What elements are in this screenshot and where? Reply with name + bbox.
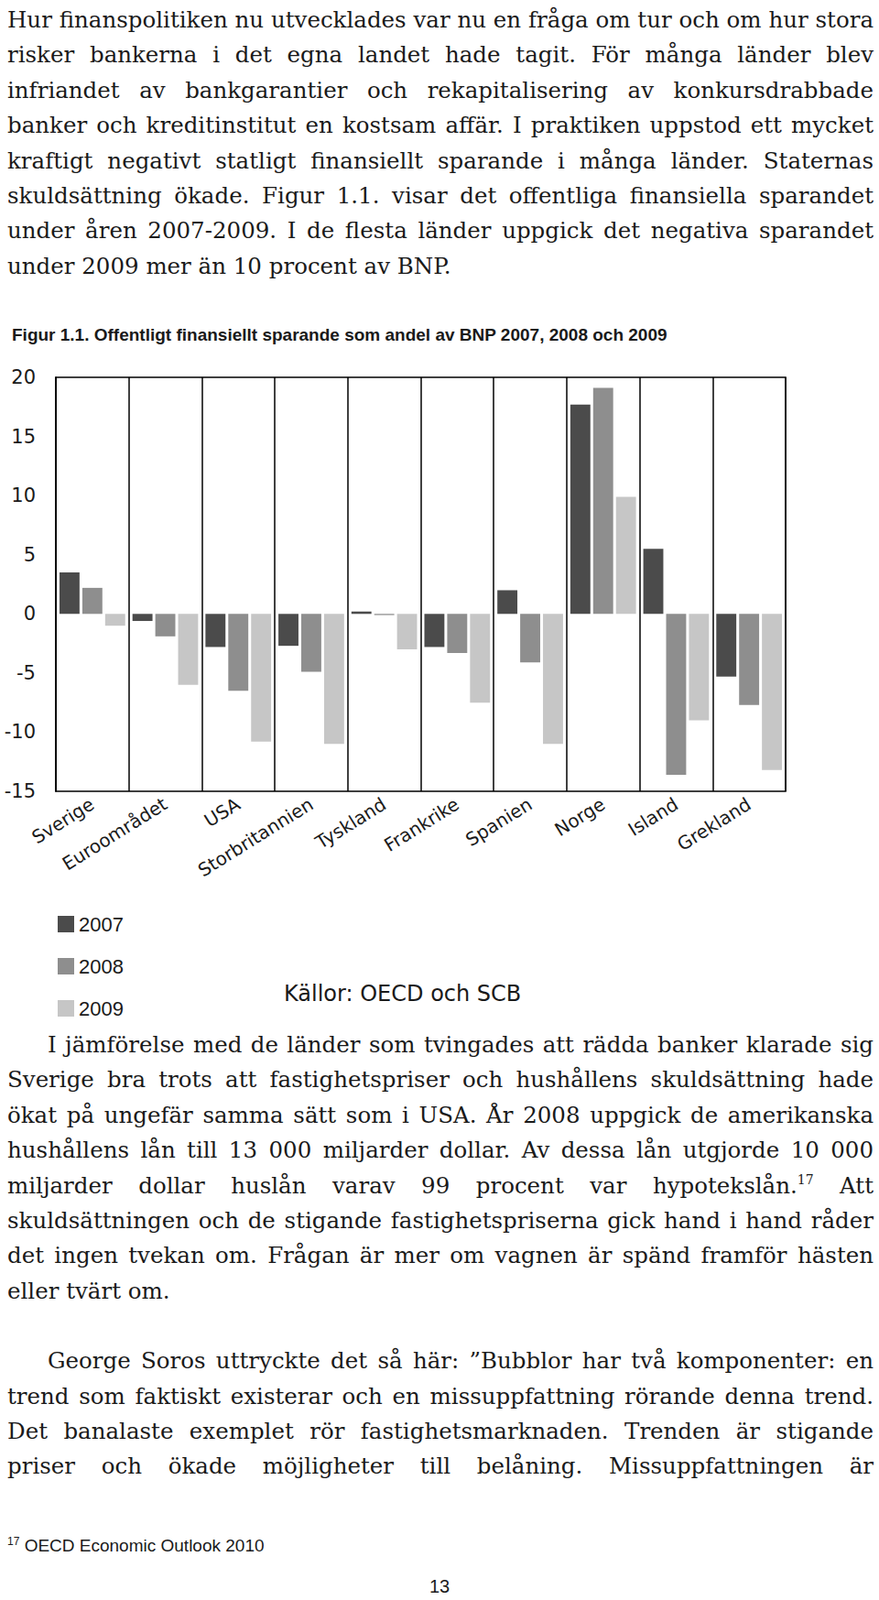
svg-text:Island: Island	[624, 792, 683, 841]
svg-text:-10: -10	[4, 720, 36, 743]
svg-text:Tyskland: Tyskland	[310, 792, 391, 855]
svg-text:15: 15	[10, 425, 36, 448]
html-text:13: 13	[429, 1575, 450, 1596]
html-text:George Soros uttryckte det så: George Soros uttryckte det så här: ”Bubb…	[7, 1347, 874, 1480]
svg-text:Spanien: Spanien	[461, 792, 536, 851]
svg-text:Figur 1.1. Offentligt finansie: Figur 1.1. Offentligt finansiellt sparan…	[11, 325, 668, 345]
svg-text:10: 10	[10, 484, 36, 507]
svg-text:Norge: Norge	[550, 792, 609, 841]
svg-text:2009: 2009	[78, 997, 124, 1021]
svg-text:Källor: OECD och SCB: Källor: OECD och SCB	[283, 980, 521, 1007]
svg-text:5: 5	[23, 543, 36, 566]
svg-text:2008: 2008	[78, 954, 124, 978]
svg-text:USA: USA	[200, 792, 245, 832]
html-text:I jämförelse med de länder som: I jämförelse med de länder som tvingades…	[7, 1030, 874, 1304]
svg-text:Sverige: Sverige	[27, 792, 99, 849]
svg-text:Frankrike: Frankrike	[379, 792, 464, 857]
svg-text:0: 0	[23, 602, 36, 625]
svg-text:-5: -5	[16, 661, 36, 684]
svg-text:Euroområdet: Euroområdet	[58, 792, 172, 876]
html-text:Hur finanspolitiken nu utveckl: Hur finanspolitiken nu utvecklades var n…	[7, 6, 874, 280]
svg-text:-15: -15	[4, 780, 36, 803]
svg-text:Storbritannien: Storbritannien	[194, 792, 317, 881]
svg-text:Grekland: Grekland	[672, 792, 755, 856]
svg-text:2007: 2007	[78, 912, 124, 936]
html-text:17OECD Economic Outlook 2010: 17OECD Economic Outlook 2010	[7, 1534, 265, 1555]
svg-text:20: 20	[10, 366, 36, 389]
